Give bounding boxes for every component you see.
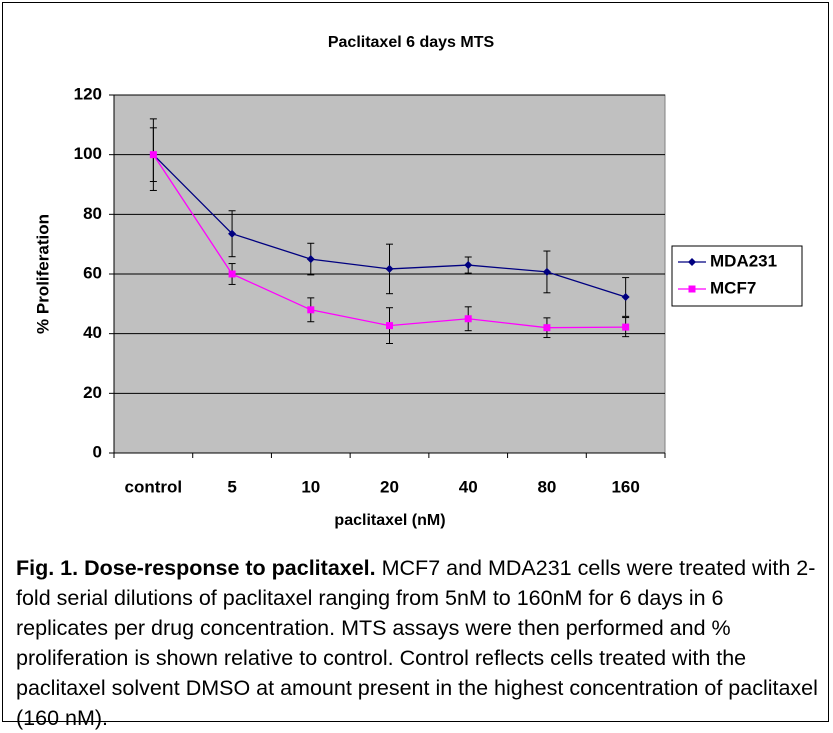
- y-tick-label: 40: [83, 323, 102, 342]
- legend-label: MDA231: [710, 251, 777, 270]
- y-tick-label: 120: [74, 84, 102, 103]
- x-tick-label: 10: [301, 477, 320, 496]
- data-point: [543, 324, 551, 332]
- data-point: [149, 151, 157, 159]
- data-point: [386, 322, 393, 330]
- chart: Paclitaxel 6 days MTS paclitaxel (nM) % …: [33, 34, 803, 529]
- legend-label: MCF7: [710, 278, 756, 297]
- data-point: [464, 315, 472, 323]
- legend-marker: [688, 285, 696, 293]
- y-tick-label: 60: [83, 263, 102, 282]
- data-point: [228, 270, 236, 278]
- data-point: [307, 306, 315, 314]
- x-tick-label: 40: [459, 477, 478, 496]
- caption: Fig. 1. Dose-response to paclitaxel. MCF…: [16, 553, 821, 733]
- x-tick-label: control: [125, 477, 183, 496]
- legend-marker: [688, 258, 696, 266]
- x-tick-label: 20: [380, 477, 399, 496]
- data-point: [385, 264, 394, 273]
- data-point: [621, 292, 630, 301]
- caption-label: Fig. 1. Dose-response to paclitaxel.: [16, 556, 376, 580]
- y-tick-label: 0: [93, 442, 102, 461]
- x-tick-label: 160: [611, 477, 639, 496]
- caption-text: MCF7 and MDA231 cells were treated with …: [16, 556, 818, 730]
- y-axis-label: % Proliferation: [33, 214, 52, 334]
- data-point: [464, 261, 473, 270]
- chart-title: Paclitaxel 6 days MTS: [328, 34, 495, 51]
- data-point: [306, 255, 315, 264]
- data-point: [228, 229, 237, 238]
- legend-box: [671, 245, 803, 307]
- data-point: [542, 267, 551, 276]
- y-tick-label: 20: [83, 383, 102, 402]
- x-tick-label: 5: [227, 477, 236, 496]
- y-tick-label: 80: [83, 204, 102, 223]
- y-tick-label: 100: [74, 144, 102, 163]
- x-tick-label: 80: [537, 477, 556, 496]
- data-point: [622, 323, 630, 331]
- figure-frame: [2, 2, 829, 722]
- x-axis-label: paclitaxel (nM): [334, 512, 445, 529]
